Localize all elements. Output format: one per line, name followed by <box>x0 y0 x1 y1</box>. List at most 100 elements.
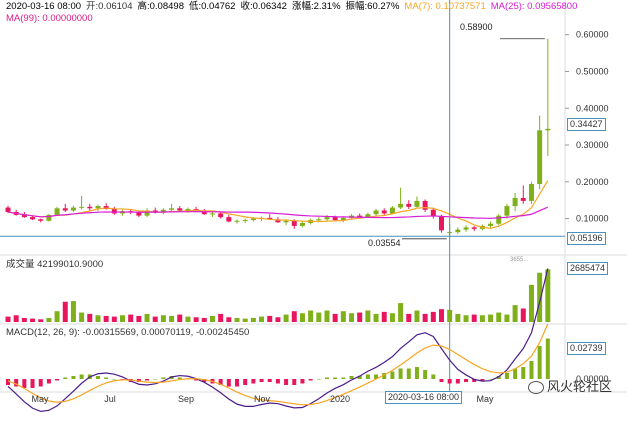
header-ma99: MA(99): 0.00000000 <box>6 13 93 24</box>
watermark-text: 风火轮社区 <box>528 376 612 395</box>
header-high: 高:0.08498 <box>137 1 184 12</box>
candle-body <box>316 219 322 221</box>
wechat-icon <box>528 381 544 395</box>
volume-bar <box>349 313 355 322</box>
candle-body <box>496 215 502 224</box>
macd-histogram-bar <box>382 373 387 379</box>
volume-bar <box>38 319 44 322</box>
volume-bar <box>520 308 526 322</box>
macd-histogram-bar <box>243 379 248 385</box>
candle-body <box>21 214 27 218</box>
volume-bar <box>414 310 420 322</box>
candle-body <box>528 184 534 201</box>
volume-bar <box>357 312 363 322</box>
macd-histogram-bar <box>267 379 272 382</box>
candle-body <box>160 209 166 213</box>
candle-body <box>545 128 551 131</box>
volume-bar <box>308 310 314 322</box>
macd-histogram-bar <box>488 379 493 380</box>
header-ma7: MA(7): 0.10737571 <box>404 1 486 12</box>
volume-tag: 2685474 <box>567 262 609 275</box>
macd-histogram-bar <box>365 374 370 379</box>
macd-histogram-bar <box>226 379 231 387</box>
header-change: 涨幅:2.31% <box>291 1 341 12</box>
macd-histogram-bar <box>439 379 444 382</box>
volume-bar <box>291 311 297 322</box>
candle-body <box>422 200 428 210</box>
candle-body <box>512 197 518 207</box>
volume-bar <box>62 301 68 322</box>
volume-bar <box>193 317 199 322</box>
volume-bar <box>398 303 404 322</box>
volume-title: 成交量 42199010.9000 <box>6 259 104 270</box>
candle-body <box>62 208 68 211</box>
candle-body <box>406 203 412 207</box>
volume-bar <box>136 315 142 322</box>
candle-body <box>54 208 60 215</box>
volume-bar <box>463 315 469 322</box>
candle-body <box>471 227 477 229</box>
macd-histogram-bar <box>398 368 403 379</box>
volume-bar <box>201 317 207 322</box>
volume-bar <box>226 317 232 322</box>
volume-bar <box>496 312 502 322</box>
volume-bar <box>54 311 60 322</box>
macd-histogram-bar <box>161 377 166 379</box>
macd-histogram-bar <box>324 377 329 379</box>
macd-histogram-bar <box>194 379 199 381</box>
volume-bar <box>185 316 191 322</box>
volume-bar <box>471 314 477 322</box>
candle-body <box>291 220 297 226</box>
candle-body <box>234 220 240 222</box>
candle-body <box>30 217 36 220</box>
macd-histogram-bar <box>112 379 117 380</box>
candle-body <box>373 210 379 215</box>
macd-histogram-bar <box>455 379 460 384</box>
volume-bar <box>234 317 240 322</box>
low-price-label: 0.03554 <box>368 238 401 248</box>
price-tick-label: 0.10000 <box>576 214 609 224</box>
x-axis-label: Jul <box>104 394 116 404</box>
candle-body <box>414 200 420 207</box>
ma7-line <box>7 180 549 229</box>
macd-histogram-bar <box>104 377 109 379</box>
volume-bar <box>13 315 19 322</box>
candle-body <box>226 217 232 222</box>
volume-bar <box>299 313 305 322</box>
volume-bar <box>438 309 444 322</box>
volume-bar <box>144 313 150 322</box>
macd-histogram-bar <box>46 379 51 384</box>
candle-body <box>79 206 85 208</box>
macd-histogram-bar <box>529 361 534 379</box>
volume-bar <box>242 318 248 322</box>
candle-body <box>177 208 183 211</box>
price-tick-label: 0.50000 <box>576 66 609 76</box>
high-price-label: 0.58900 <box>460 22 493 32</box>
macd-histogram-bar <box>496 376 501 379</box>
candle-body <box>283 220 289 223</box>
header-amplitude: 振幅:60.27% <box>345 1 400 12</box>
macd-histogram-bar <box>79 374 84 379</box>
candle-body <box>430 209 436 217</box>
candle-body <box>87 206 93 209</box>
macd-histogram-bar <box>423 370 428 379</box>
volume-bar <box>340 311 346 322</box>
volume-bar <box>79 312 85 322</box>
candle-body <box>299 222 305 226</box>
price-tick-label: 0.30000 <box>576 140 609 150</box>
macd-histogram-bar <box>95 376 100 379</box>
candle-body <box>389 207 395 214</box>
cursor-date-label: 2020-03-16 08:00 <box>385 391 463 404</box>
candle-body <box>438 216 444 231</box>
candle-body <box>169 208 175 210</box>
candle-body <box>324 217 330 220</box>
x-axis-label: May <box>476 394 494 404</box>
macd-tag: 0.02739 <box>567 342 606 355</box>
candle-body <box>5 207 11 212</box>
volume-bar <box>95 315 101 322</box>
volume-small-label: 3655... <box>510 257 529 263</box>
candle-body <box>95 206 101 209</box>
candle-body <box>488 223 494 226</box>
